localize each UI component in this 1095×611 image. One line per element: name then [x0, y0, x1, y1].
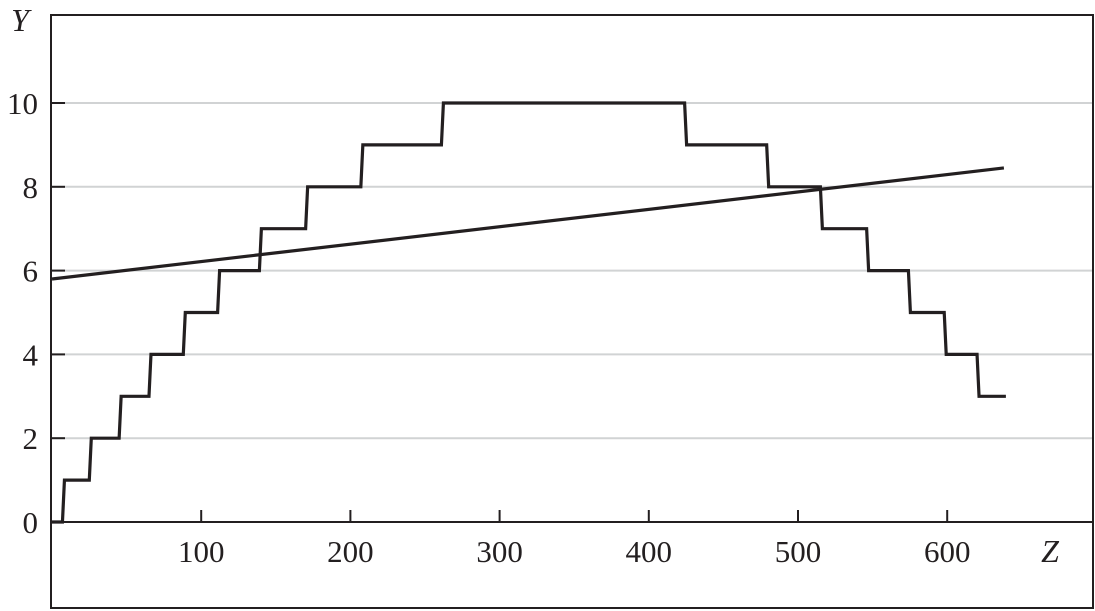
x-tick-label: 200 [327, 534, 374, 569]
y-tick-label: 2 [23, 421, 39, 456]
y-tick-label: 6 [23, 254, 39, 289]
y-tick-label: 10 [7, 86, 38, 121]
x-axis-label: Z [1041, 533, 1060, 569]
step-series-line [52, 101, 1006, 524]
series-group [51, 101, 1006, 524]
x-tick-label: 400 [626, 534, 673, 569]
trend-line [51, 166, 1005, 281]
x-tick-label: 300 [476, 534, 523, 569]
gridlines [51, 102, 1093, 440]
tick-labels: 100 200 300 400 500 600 0 2 4 6 8 10 [7, 86, 970, 569]
y-axis-label: Y [11, 2, 32, 38]
plot-frame [50, 14, 1094, 609]
x-tick-label: 600 [924, 534, 971, 569]
y-tick-label: 0 [23, 505, 39, 540]
y-tick-label: 8 [23, 170, 39, 205]
y-tick-label: 4 [23, 337, 39, 372]
x-tick-label: 100 [178, 534, 225, 569]
x-tick-label: 500 [775, 534, 822, 569]
ticks [51, 102, 949, 522]
